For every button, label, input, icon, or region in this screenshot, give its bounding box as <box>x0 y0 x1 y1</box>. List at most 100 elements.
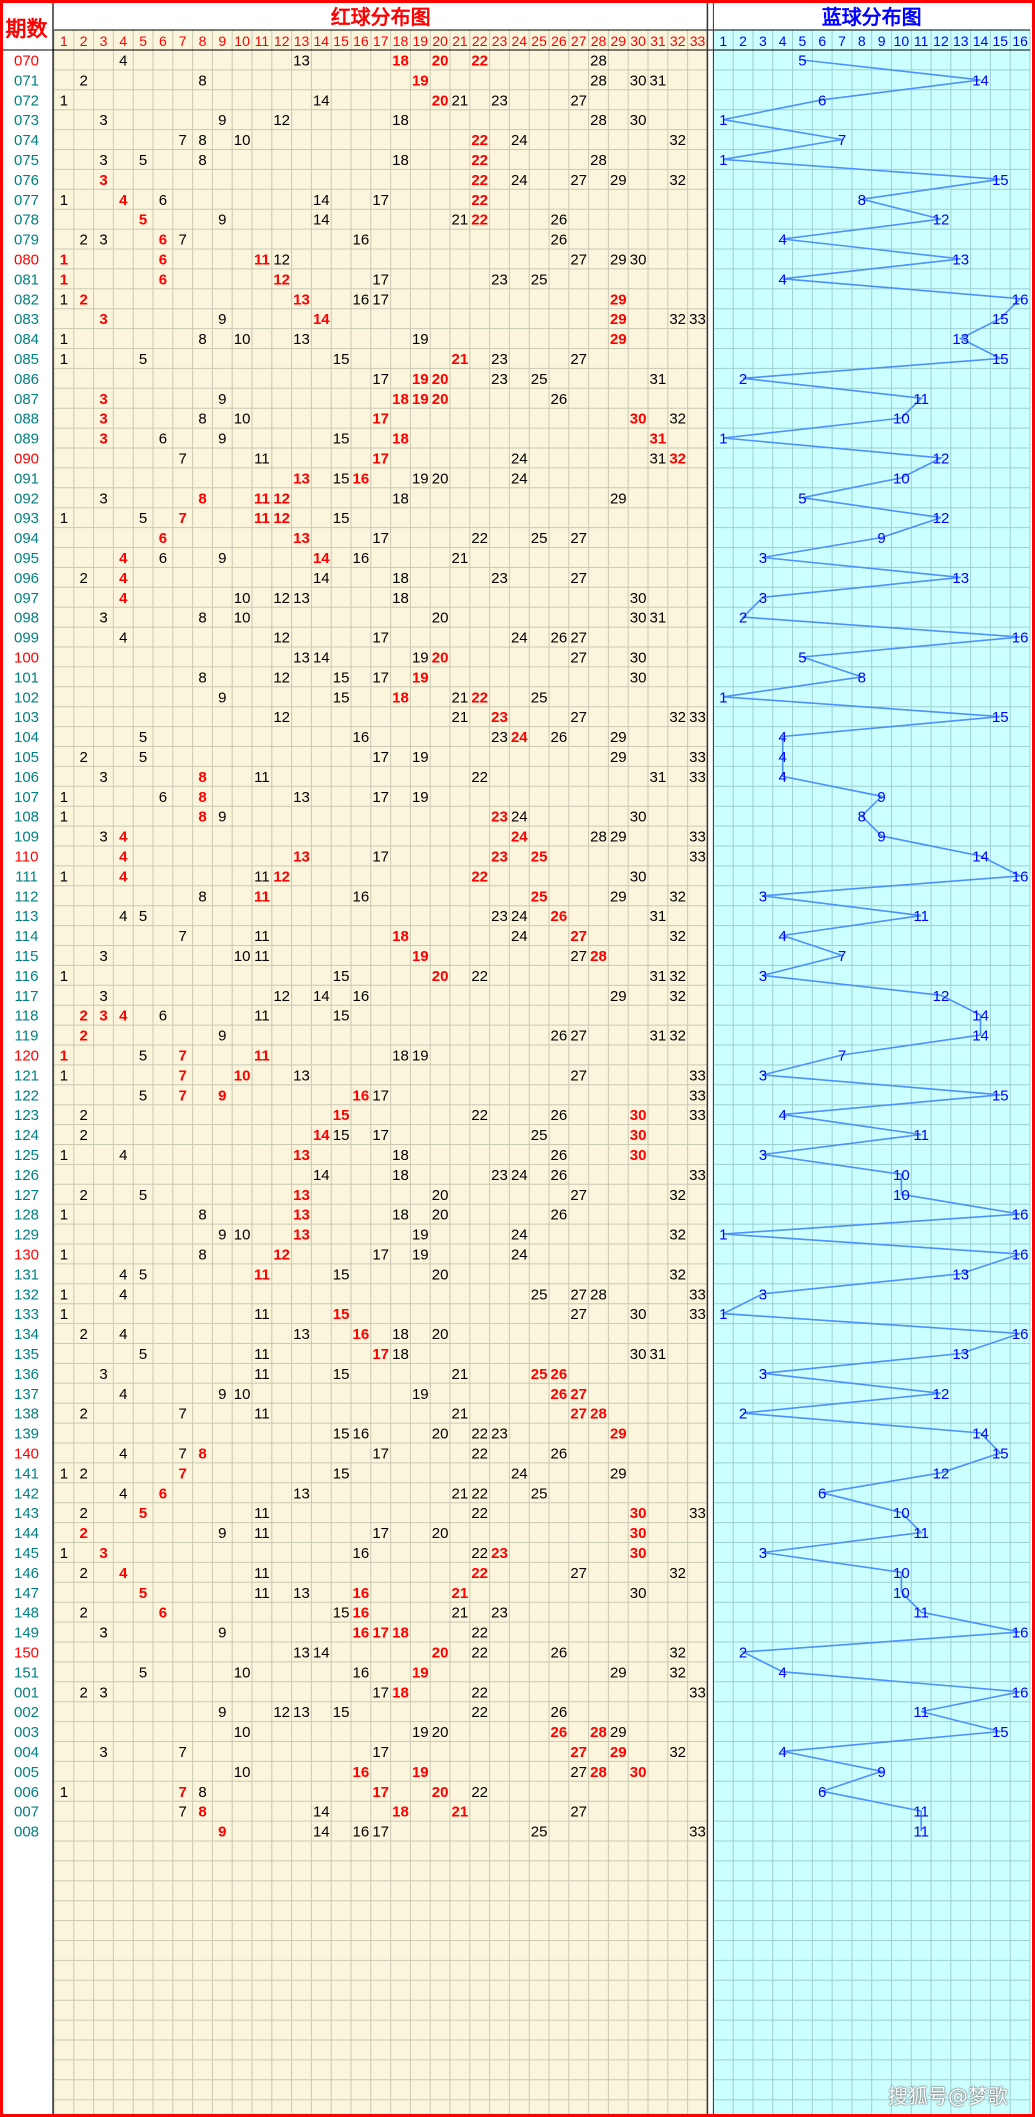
red-ball-number: 14 <box>313 192 330 209</box>
blue-column-label: 13 <box>953 33 969 49</box>
red-ball-number: 30 <box>630 868 647 885</box>
red-ball-number: 30 <box>630 590 647 607</box>
period-label: 087 <box>14 391 39 408</box>
blue-column-label: 1 <box>719 33 727 49</box>
red-ball-number: 18 <box>392 928 409 945</box>
red-ball-number: 18 <box>392 1684 409 1701</box>
red-ball-number: 7 <box>179 450 187 467</box>
period-label: 121 <box>14 1067 39 1084</box>
red-ball-number: 25 <box>531 530 548 547</box>
red-ball-number: 17 <box>372 1346 389 1363</box>
red-ball-number: 24 <box>511 470 528 487</box>
red-ball-number: 5 <box>139 908 147 925</box>
red-ball-number: 10 <box>234 610 251 627</box>
red-ball-number: 29 <box>610 988 627 1005</box>
red-ball-number: 24 <box>511 908 528 925</box>
red-ball-number: 17 <box>372 1127 389 1144</box>
blue-ball-number: 4 <box>778 1744 786 1761</box>
red-ball-number: 22 <box>471 212 488 229</box>
blue-ball-number: 13 <box>952 570 969 587</box>
blue-ball-number: 3 <box>759 1366 767 1383</box>
red-ball-number: 22 <box>471 1784 488 1801</box>
blue-ball-number: 16 <box>1012 1326 1029 1343</box>
period-label: 077 <box>14 192 39 209</box>
red-ball-number: 30 <box>630 411 647 428</box>
red-ball-number: 21 <box>452 1585 469 1602</box>
red-column-label: 17 <box>373 33 389 49</box>
red-ball-number: 27 <box>570 530 587 547</box>
red-ball-number: 17 <box>372 848 389 865</box>
red-ball-number: 30 <box>630 809 647 826</box>
red-column-label: 29 <box>611 33 627 49</box>
red-ball-number: 20 <box>432 968 449 985</box>
period-label: 093 <box>14 510 39 527</box>
red-ball-number: 6 <box>159 232 167 249</box>
red-ball-number: 3 <box>99 391 107 408</box>
red-ball-number: 13 <box>293 1326 310 1343</box>
period-label: 002 <box>14 1704 39 1721</box>
red-ball-number: 10 <box>234 1227 251 1244</box>
red-ball-number: 8 <box>198 152 206 169</box>
red-ball-number: 16 <box>353 729 370 746</box>
red-ball-number: 12 <box>273 709 290 726</box>
red-ball-number: 6 <box>159 789 167 806</box>
red-ball-number: 24 <box>511 1227 528 1244</box>
red-ball-number: 12 <box>273 630 290 647</box>
period-label: 105 <box>14 749 39 766</box>
red-ball-number: 29 <box>610 1744 627 1761</box>
red-ball-number: 13 <box>293 1585 310 1602</box>
red-ball-title: 红球分布图 <box>331 5 431 29</box>
red-ball-number: 13 <box>293 52 310 69</box>
period-label: 094 <box>14 530 39 547</box>
red-column-label: 28 <box>591 33 607 49</box>
red-ball-number: 4 <box>119 192 128 209</box>
red-ball-number: 31 <box>650 1346 667 1363</box>
blue-ball-number: 16 <box>1012 291 1029 308</box>
red-ball-number: 15 <box>333 1605 350 1622</box>
red-ball-number: 18 <box>392 689 409 706</box>
red-ball-number: 4 <box>119 590 128 607</box>
red-column-label: 14 <box>314 33 330 49</box>
red-ball-number: 19 <box>412 1227 429 1244</box>
red-ball-number: 3 <box>99 829 107 846</box>
blue-ball-number: 8 <box>858 192 866 209</box>
red-ball-number: 4 <box>119 868 128 885</box>
red-ball-number: 29 <box>610 251 627 268</box>
red-column-label: 25 <box>531 33 547 49</box>
blue-column-label: 7 <box>838 33 846 49</box>
red-ball-number: 18 <box>392 52 409 69</box>
period-label: 118 <box>15 1008 39 1025</box>
red-ball-number: 14 <box>313 92 330 109</box>
red-ball-number: 4 <box>119 570 128 587</box>
red-column-label: 15 <box>333 33 349 49</box>
red-column-label: 2 <box>80 33 88 49</box>
red-ball-number: 26 <box>551 1386 568 1403</box>
red-ball-number: 11 <box>254 769 270 786</box>
red-ball-number: 25 <box>531 1286 548 1303</box>
period-label: 148 <box>14 1605 39 1622</box>
red-ball-number: 33 <box>689 1087 706 1104</box>
red-ball-number: 22 <box>471 1426 488 1443</box>
period-label: 133 <box>14 1306 39 1323</box>
red-ball-number: 32 <box>669 311 686 328</box>
red-ball-number: 15 <box>333 1107 350 1124</box>
blue-column-label: 12 <box>933 33 949 49</box>
red-ball-number: 2 <box>80 1127 88 1144</box>
red-ball-number: 27 <box>570 1804 587 1821</box>
red-ball-number: 1 <box>60 1067 68 1084</box>
red-ball-number: 16 <box>353 291 370 308</box>
red-ball-number: 14 <box>313 1127 330 1144</box>
red-ball-number: 20 <box>432 470 449 487</box>
red-ball-number: 9 <box>218 550 226 567</box>
blue-ball-number: 13 <box>952 1266 969 1283</box>
period-label: 113 <box>15 908 39 925</box>
red-ball-number: 22 <box>471 1684 488 1701</box>
red-ball-number: 17 <box>372 1087 389 1104</box>
red-ball-number: 19 <box>412 391 429 408</box>
blue-ball-number: 11 <box>913 391 929 408</box>
red-ball-number: 26 <box>551 391 568 408</box>
red-ball-number: 13 <box>293 1644 310 1661</box>
red-ball-number: 27 <box>570 1187 587 1204</box>
red-ball-number: 5 <box>139 729 147 746</box>
